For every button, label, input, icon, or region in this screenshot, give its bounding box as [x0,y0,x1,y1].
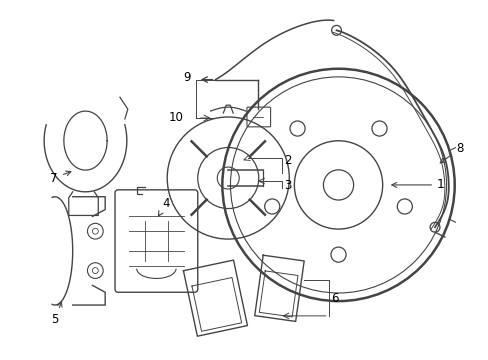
Text: 6: 6 [330,292,338,305]
Text: 4: 4 [158,197,170,216]
Text: 10: 10 [169,112,183,125]
Text: 5: 5 [51,302,62,326]
Text: 9: 9 [183,71,190,84]
Text: 1: 1 [391,179,444,192]
Text: 7: 7 [50,171,71,185]
Text: 3: 3 [284,179,291,192]
Text: 2: 2 [284,154,291,167]
Text: 8: 8 [439,142,463,163]
